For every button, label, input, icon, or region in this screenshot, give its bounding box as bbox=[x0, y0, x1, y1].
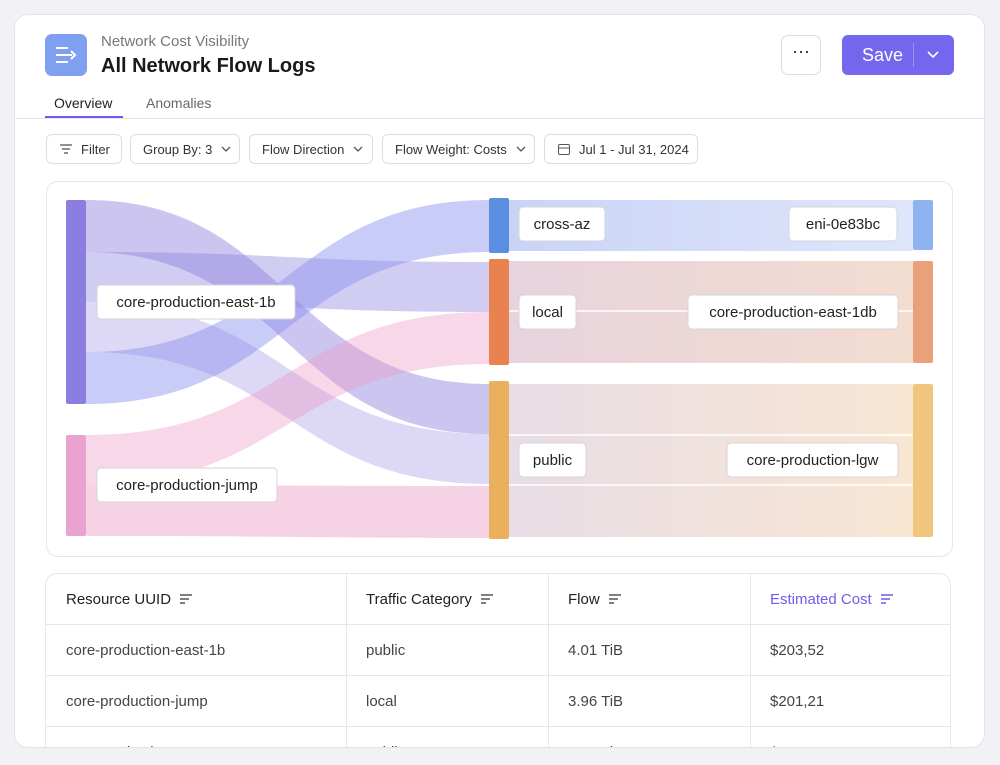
node-label: core-production-jump bbox=[116, 477, 258, 494]
column-divider bbox=[346, 574, 347, 747]
node-label-box bbox=[687, 294, 899, 330]
table-cell: core-production-east-1c bbox=[46, 727, 346, 748]
node-label: core-production-east-1db bbox=[709, 304, 877, 321]
column-header[interactable]: Resource UUID bbox=[46, 574, 346, 624]
node bbox=[489, 259, 509, 365]
table-cell: core-production-east-1b bbox=[66, 641, 226, 659]
node bbox=[913, 200, 933, 250]
node-label: cross-az bbox=[534, 216, 591, 233]
table-cell: 3.48 TiB bbox=[548, 727, 750, 748]
filter-label: Flow Direction bbox=[262, 141, 345, 157]
sankey-card bbox=[46, 181, 953, 557]
flow bbox=[86, 302, 489, 484]
filter-label: Filter bbox=[81, 141, 110, 157]
table-cell: local bbox=[366, 692, 397, 710]
save-button[interactable]: Save bbox=[842, 35, 954, 75]
table: Resource UUID Traffic Category Flow Estimat… bbox=[45, 573, 951, 748]
row-divider bbox=[46, 624, 950, 625]
node-label-box bbox=[518, 294, 577, 330]
node-label: core-production-lgw bbox=[747, 452, 879, 469]
app-icon bbox=[45, 34, 87, 76]
column-divider bbox=[750, 574, 751, 747]
node bbox=[66, 435, 86, 536]
window: Network Cost Visibility All Network Flow… bbox=[14, 14, 985, 748]
divider bbox=[913, 43, 914, 67]
filter-label: Group By: 3 bbox=[143, 141, 213, 157]
row-divider bbox=[46, 675, 950, 676]
column-header[interactable]: Estimated Cost bbox=[750, 574, 950, 624]
tab[interactable]: Anomalies bbox=[146, 95, 212, 111]
node bbox=[66, 200, 86, 404]
filter-button[interactable]: Group By: 3 bbox=[130, 134, 240, 164]
node-label: eni-0e83bc bbox=[806, 216, 881, 233]
node bbox=[489, 198, 509, 253]
chevron bbox=[927, 51, 939, 59]
table-cell: public bbox=[366, 641, 406, 659]
filter-label: Flow Weight: Costs bbox=[395, 141, 507, 157]
node-label: public bbox=[533, 452, 573, 469]
column-header-label: Traffic Category bbox=[366, 590, 472, 608]
tab[interactable]: Overview bbox=[54, 95, 113, 111]
node-label: local bbox=[532, 304, 563, 321]
table-cell: $194,24 bbox=[750, 727, 950, 748]
table-cell: $203,52 bbox=[770, 641, 825, 659]
node bbox=[489, 381, 509, 539]
node bbox=[913, 261, 933, 363]
filter-label: Jul 1 - Jul 31, 2024 bbox=[579, 141, 689, 157]
node-label: core-production-east-1b bbox=[116, 294, 275, 311]
column-header-label: Estimated Cost bbox=[770, 590, 872, 608]
column-header[interactable]: Flow bbox=[548, 574, 750, 624]
save-label: Save bbox=[862, 45, 904, 65]
column-header-label: Resource UUID bbox=[66, 590, 172, 608]
icon bbox=[56, 47, 77, 63]
filter-button[interactable]: Jul 1 - Jul 31, 2024 bbox=[544, 134, 698, 164]
filter-button[interactable]: Flow Direction bbox=[249, 134, 373, 164]
table-cell: public bbox=[346, 727, 548, 748]
table-cell: 3.96 TiB bbox=[568, 692, 624, 710]
column-header-label: Flow bbox=[568, 590, 600, 608]
table-cell: 4.01 TiB bbox=[568, 641, 624, 659]
sankey: core-production-east-1b core-production-j… bbox=[66, 198, 933, 539]
node-label-box bbox=[96, 284, 296, 320]
tab-underline bbox=[45, 116, 123, 118]
divider bbox=[15, 118, 984, 119]
node-label-box bbox=[726, 442, 899, 478]
node-label-box bbox=[788, 206, 898, 242]
subtitle: Network Cost Visibility bbox=[101, 33, 250, 50]
table-cell: $201,21 bbox=[770, 692, 825, 710]
table-cell: core-production-jump bbox=[66, 692, 208, 710]
title: All Network Flow Logs bbox=[101, 55, 316, 77]
node-label-box bbox=[96, 467, 278, 503]
column-divider bbox=[548, 574, 549, 747]
filter-button[interactable]: Flow Weight: Costs bbox=[382, 134, 535, 164]
filter-button[interactable]: Filter bbox=[46, 134, 122, 164]
column-header[interactable]: Traffic Category bbox=[346, 574, 548, 624]
node bbox=[913, 384, 933, 537]
more-button[interactable]: ⋯ bbox=[781, 35, 821, 75]
node-label-box bbox=[518, 206, 606, 242]
row-divider bbox=[46, 726, 950, 727]
flow bbox=[86, 312, 489, 485]
node-label-box bbox=[518, 442, 587, 478]
